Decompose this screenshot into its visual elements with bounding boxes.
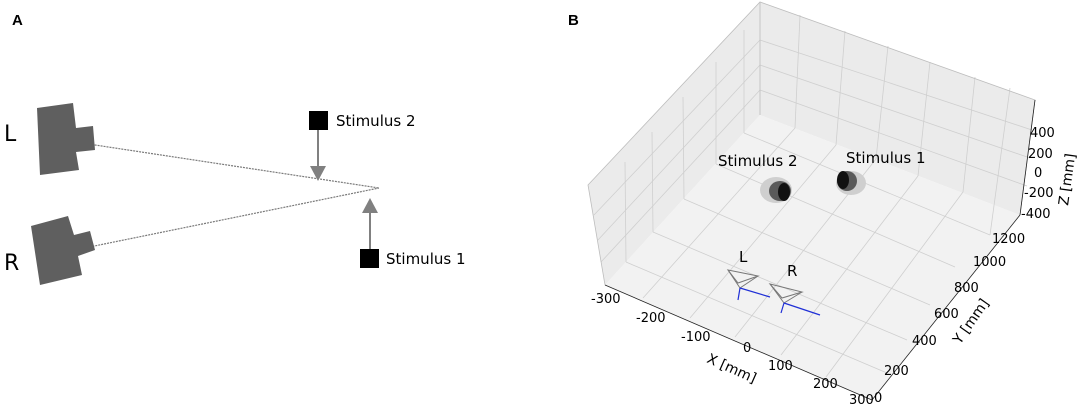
panel-b-letter: B	[568, 12, 579, 29]
y-axis-ticks: 0 200 400 600 800 1000 1200	[874, 232, 1025, 406]
camera-r-3d-label: R	[787, 262, 797, 280]
y-tick: 0	[874, 391, 882, 406]
z-axis-line	[1019, 99, 1036, 216]
y-tick: 800	[954, 281, 979, 296]
stimulus-1-square	[360, 249, 379, 268]
x-tick: 200	[813, 377, 838, 392]
x-tick: 0	[743, 341, 751, 356]
back-pane-left	[588, 2, 760, 285]
y-axis-label: Y [mm]	[950, 296, 993, 348]
camera-left-icon	[37, 103, 95, 175]
stimulus-2-label-a: Stimulus 2	[336, 112, 416, 130]
y-axis-line	[871, 214, 1021, 401]
panel-a-letter: A	[12, 12, 23, 29]
x-axis-ticks: -300 -200 -100 0 100 200 300	[591, 292, 874, 407]
floor-pane	[605, 115, 1020, 400]
y-tick: 400	[912, 334, 937, 349]
z-axis-label: Z [mm]	[1056, 153, 1079, 207]
stimulus-1-arrowhead	[362, 198, 378, 213]
y-tick: 200	[884, 364, 909, 379]
ray-right	[59, 187, 380, 254]
z-axis-ticks: -400 -200 0 200 400	[1021, 126, 1055, 222]
x-tick: -300	[591, 292, 621, 307]
x-axis-label: X [mm]	[704, 351, 758, 387]
stimulus-2-arrowhead	[310, 166, 326, 181]
z-tick: 400	[1030, 126, 1055, 141]
stimulus-2-square	[309, 111, 328, 130]
stimulus-2-label-b: Stimulus 2	[718, 152, 798, 170]
z-tick: 0	[1034, 166, 1042, 181]
x-tick: 100	[768, 359, 793, 374]
x-tick: -100	[681, 330, 711, 345]
z-tick: -200	[1024, 186, 1054, 201]
x-axis-line	[604, 284, 873, 401]
y-tick: 600	[934, 307, 959, 322]
stimulus-1-point-cloud	[836, 171, 866, 195]
stimulus-1-label-b: Stimulus 1	[846, 149, 926, 167]
z-tick: -400	[1021, 207, 1051, 222]
camera-r-3d-icon	[768, 283, 821, 316]
x-tick: 300	[849, 393, 874, 407]
camera-left-label: L	[4, 122, 17, 147]
camera-right-label: R	[4, 251, 19, 276]
stimulus-2-point-cloud	[760, 177, 792, 203]
y-tick: 1200	[992, 232, 1025, 247]
camera-l-3d-label: L	[739, 248, 748, 266]
stimulus-1-label-a: Stimulus 1	[386, 250, 466, 268]
plot-3d: Stimulus 2 Stimulus 1 L R -300 -200 -100…	[587, 1, 1079, 407]
y-tick: 1000	[973, 255, 1006, 270]
ray-left	[61, 139, 380, 189]
x-tick: -200	[636, 311, 666, 326]
camera-right-icon	[31, 216, 95, 285]
z-tick: 200	[1028, 147, 1053, 162]
camera-l-3d-icon	[726, 269, 771, 301]
